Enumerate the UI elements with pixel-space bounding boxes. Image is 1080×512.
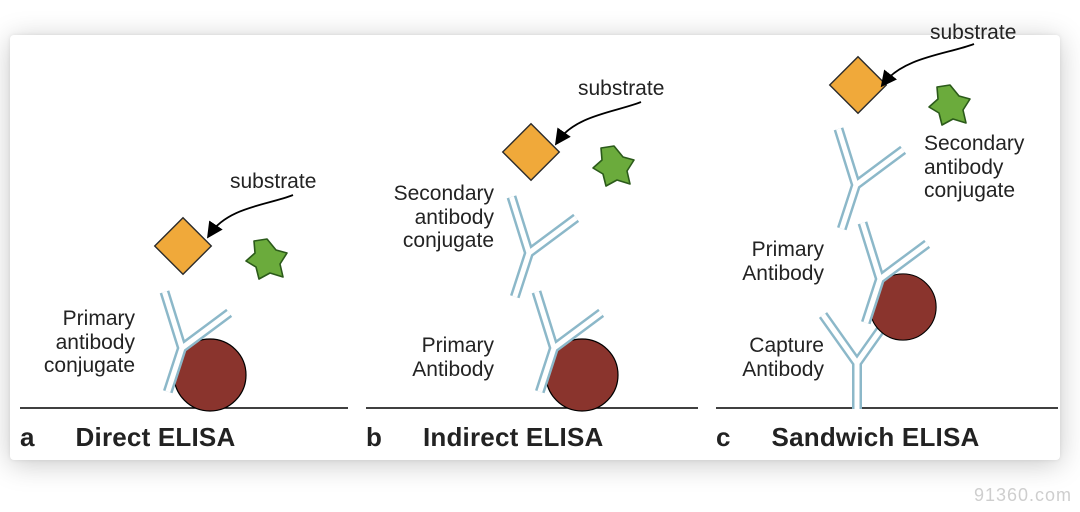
panel-title-b: Indirect ELISA (423, 422, 604, 452)
stage: Primary antibody conjugate substrate Sec… (0, 0, 1080, 512)
arrow-c (884, 44, 974, 83)
panel-title-c: Sandwich ELISA (772, 422, 980, 452)
label-primary-b: Primary Antibody (390, 334, 494, 381)
label-secondary-b: Secondary antibody conjugate (370, 182, 494, 253)
label-substrate-b: substrate (578, 77, 664, 101)
panel-letter-c: c (716, 422, 731, 452)
watermark: 91360.com (974, 485, 1072, 506)
label-substrate-a: substrate (230, 170, 316, 194)
secondary-antibody-c (809, 129, 903, 239)
enzyme-c (830, 57, 887, 114)
enzyme-a (155, 218, 212, 275)
label-primary-a: Primary antibody conjugate (22, 307, 135, 378)
arrow-a (210, 195, 293, 234)
substrate-star-c (929, 85, 970, 125)
enzyme-b (503, 124, 560, 181)
label-primary-c: Primary Antibody (720, 238, 824, 285)
panel-letter-b: b (366, 422, 382, 452)
label-secondary-c: Secondary antibody conjugate (924, 132, 1054, 203)
label-substrate-c: substrate (930, 21, 1016, 45)
diagram-card: Primary antibody conjugate substrate Sec… (10, 35, 1060, 460)
panel-letter-a: a (20, 422, 35, 452)
panel-title-a: Direct ELISA (76, 422, 236, 452)
arrow-b (558, 102, 641, 141)
panel-a (20, 195, 348, 411)
substrate-star-b (593, 146, 634, 186)
substrate-star-a (246, 239, 287, 279)
label-capture-c: Capture Antibody (720, 334, 824, 381)
secondary-antibody-b (482, 197, 576, 307)
diagram-svg (10, 35, 1060, 460)
